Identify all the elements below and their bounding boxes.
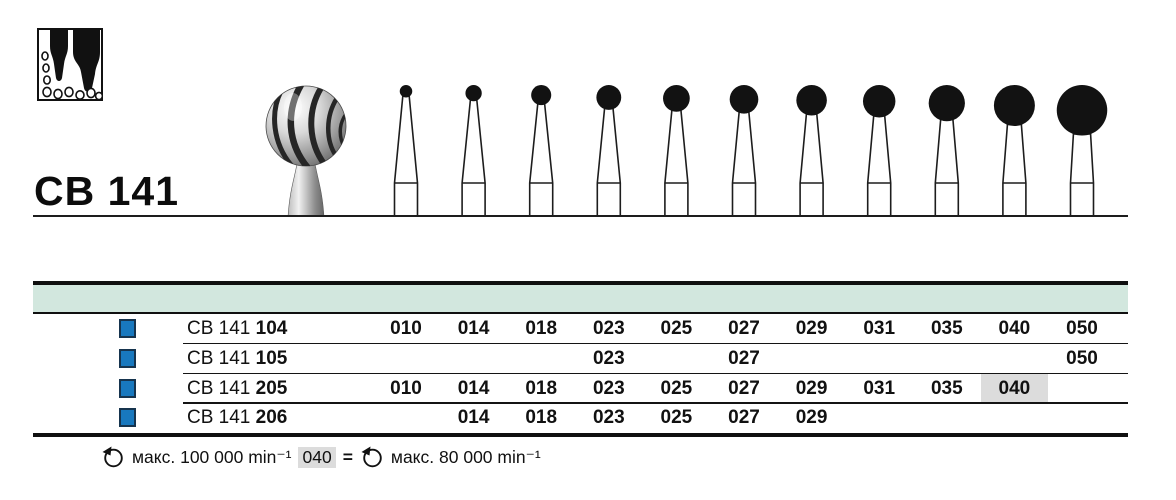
bur-silhouette-031: [862, 85, 896, 216]
size-cell-205-014: 014: [457, 377, 490, 399]
series-color-square: [119, 378, 136, 398]
size-cell-206-014: 014: [457, 407, 490, 429]
product-code: CB 141: [34, 168, 180, 214]
table-rows: CB 141 104 010 014 018 023 025 027 029 031 035 040…: [33, 314, 1128, 433]
highlighted-size-badge: 040: [298, 446, 336, 468]
size-cell-205-031: 031: [863, 377, 896, 399]
size-cell-104-035: 035: [930, 318, 963, 339]
rotation-direction-icon: [102, 446, 123, 468]
size-cell-205-018: 018: [525, 377, 558, 399]
bur-silhouette-050: [1056, 85, 1108, 216]
max-speed-text-2: макс. 80 000 min⁻¹: [390, 446, 541, 467]
max-speed-note: макс. 100 000 min⁻¹ 040 = макс. 80 000 m…: [101, 445, 541, 469]
row-separator: [183, 372, 1128, 374]
series-color-square: [119, 319, 136, 338]
max-speed-text-1: макс. 100 000 min⁻¹: [132, 446, 292, 467]
size-cell-104-027: 027: [728, 318, 760, 339]
size-cell-105-050: 050: [1066, 347, 1098, 369]
size-cell-205-010: 010: [390, 377, 422, 399]
size-cell-205-029: 029: [795, 377, 828, 399]
size-cell-105-027: 027: [728, 347, 760, 369]
size-cell-206-027: 027: [728, 407, 760, 429]
size-cell-104-029: 029: [795, 318, 828, 339]
bur-photo: [265, 85, 347, 217]
table-header-band: [33, 285, 1128, 312]
header-rule: [33, 215, 1128, 218]
bur-silhouette-029: [796, 85, 827, 216]
size-cell-105-023: 023: [592, 347, 625, 369]
bur-silhouette-025: [663, 85, 690, 216]
bur-silhouette-014: [461, 85, 486, 216]
table-row-104: CB 141 104 010 014 018 023 025 027 029 031 035 040…: [33, 314, 1128, 344]
size-cell-104-010: 010: [390, 318, 422, 339]
size-cell-206-023: 023: [592, 407, 625, 429]
row-label: CB 141 104: [187, 318, 288, 339]
size-cell-104-040: 040: [998, 318, 1031, 339]
bur-silhouette-010: [393, 85, 419, 216]
table-row-105: CB 141 105 023 027 050: [33, 344, 1128, 374]
bur-silhouette-027: [729, 85, 759, 216]
row-label: CB 141 206: [187, 407, 288, 429]
series-color-square: [119, 348, 136, 368]
size-cell-104-023: 023: [592, 318, 625, 339]
table-header-rule: [33, 312, 1128, 314]
size-cell-104-050: 050: [1066, 318, 1098, 339]
tooth-diagram-icon: [37, 28, 103, 101]
size-table: CB 141 104 010 014 018 023 025 027 029 031 035 040…: [33, 281, 1128, 437]
table-bottom-rule: [33, 433, 1128, 437]
row-separator: [183, 402, 1128, 404]
size-cell-104-018: 018: [525, 318, 558, 339]
table-row-205: CB 141 205 010 014 018 023 025 027 029 031 035 040: [33, 373, 1128, 404]
size-cell-206-029: 029: [795, 407, 828, 429]
size-cell-104-031: 031: [863, 318, 896, 339]
table-top-rule: [33, 281, 1128, 285]
size-cell-206-018: 018: [525, 407, 558, 429]
bur-silhouette-035: [928, 85, 965, 216]
row-separator: [183, 342, 1128, 345]
bur-size-silhouettes: [393, 85, 1108, 216]
size-cell-205-040: 040: [980, 373, 1049, 404]
row-label: CB 141 205: [187, 377, 288, 399]
rotation-direction-icon: [361, 446, 382, 468]
size-cell-104-025: 025: [660, 318, 693, 339]
row-label: CB 141 105: [187, 347, 288, 369]
size-cell-205-035: 035: [930, 377, 963, 399]
size-cell-206-025: 025: [660, 407, 693, 429]
size-cell-104-014: 014: [457, 318, 490, 339]
bur-silhouette-040: [993, 85, 1035, 216]
size-cell-205-023: 023: [592, 377, 625, 399]
table-row-206: CB 141 206 014 018 023 025 027 029: [33, 403, 1128, 433]
size-cell-205-027: 027: [728, 377, 760, 399]
size-cell-205-025: 025: [660, 377, 693, 399]
series-color-square: [119, 408, 136, 428]
bur-silhouette-023: [596, 85, 622, 216]
equals-sign: =: [342, 446, 353, 467]
bur-silhouette-018: [528, 85, 554, 216]
